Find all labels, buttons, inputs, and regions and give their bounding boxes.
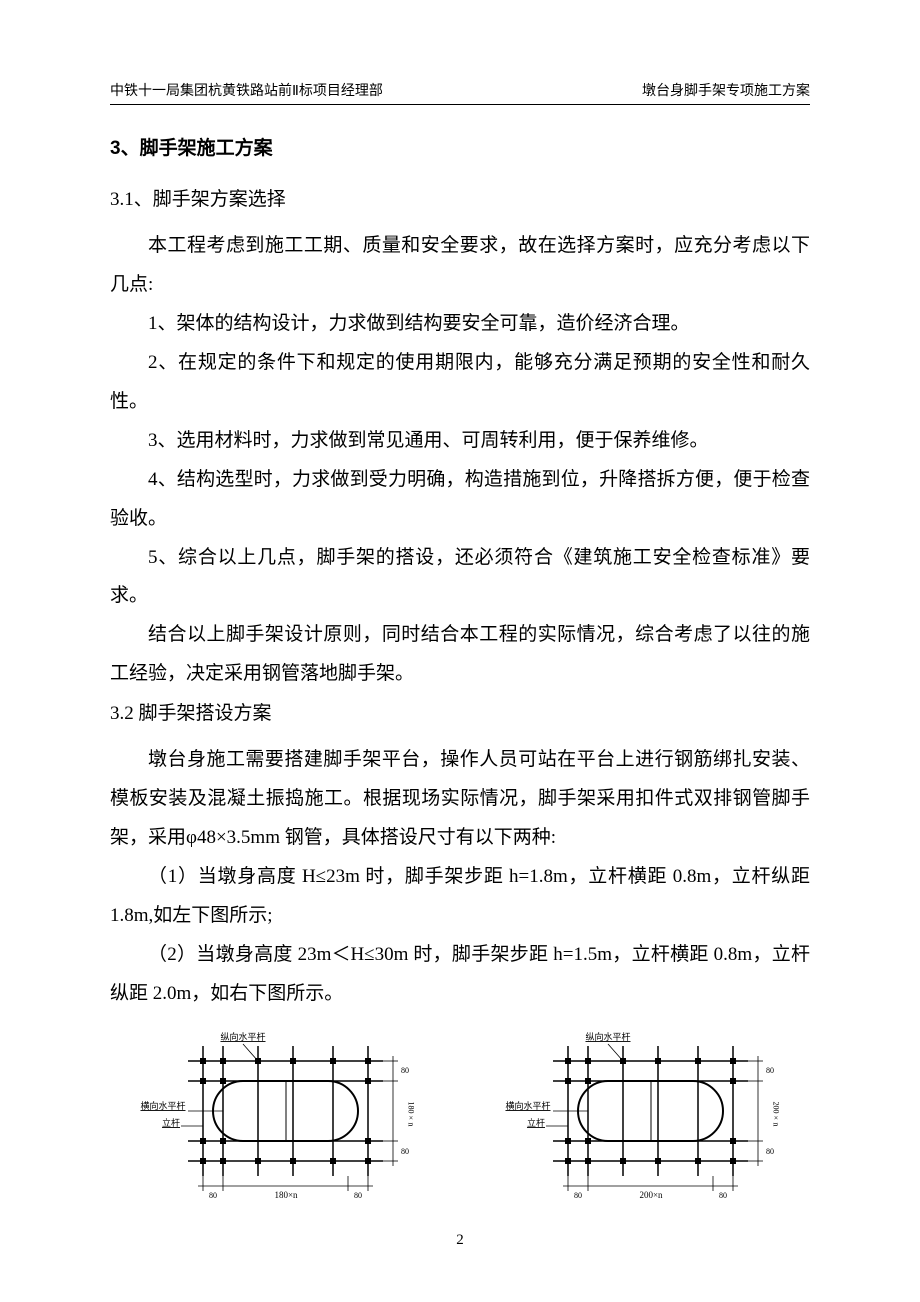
dim-rb-left: 80 bbox=[401, 1147, 409, 1156]
page-number: 2 bbox=[110, 1232, 810, 1249]
header-right: 墩台身脚手架专项施工方案 bbox=[642, 80, 810, 100]
diagram-right: 纵向水平杆 横向水平杆 立杆 80 200×n 80 bbox=[475, 1026, 810, 1216]
dim-br-right: 80 bbox=[719, 1191, 727, 1200]
page-container: 中铁十一局集团杭黄铁路站前Ⅱ标项目经理部 墩台身脚手架专项施工方案 3、脚手架施… bbox=[0, 0, 920, 1289]
dim-rm-left2: 180×n bbox=[406, 1101, 415, 1126]
para-3: 3、选用材料时，力求做到常见通用、可周转利用，便于保养维修。 bbox=[110, 422, 810, 461]
label-post-right: 立杆 bbox=[526, 1117, 544, 1128]
para-2: 2、在规定的条件下和规定的使用期限内，能够充分满足预期的安全性和耐久性。 bbox=[110, 344, 810, 422]
dim-rb-right: 80 bbox=[766, 1147, 774, 1156]
page-header: 中铁十一局集团杭黄铁路站前Ⅱ标项目经理部 墩台身脚手架专项施工方案 bbox=[110, 80, 810, 105]
dim-rm-right: 200×n bbox=[771, 1101, 780, 1126]
para-32-3: （2）当墩身高度 23m＜H≤30m 时，脚手架步距 h=1.5m，立杆横距 0… bbox=[110, 936, 810, 1014]
dim-rt-left: 80 bbox=[401, 1066, 409, 1075]
section-3-2-title: 3.2 脚手架搭设方案 bbox=[110, 698, 810, 725]
dim-bc-right: 200×n bbox=[639, 1190, 663, 1200]
para-1: 1、架体的结构设计，力求做到结构要安全可靠，造价经济合理。 bbox=[110, 305, 810, 344]
diagram-left: 纵向水平杆 横向水平杆 立杆 80 180×n 80 bbox=[110, 1026, 445, 1216]
section-3-title: 3、脚手架施工方案 bbox=[110, 133, 810, 160]
scaffold-plan-left-svg: 纵向水平杆 横向水平杆 立杆 80 180×n 80 bbox=[133, 1026, 423, 1216]
scaffold-plan-right-svg: 纵向水平杆 横向水平杆 立杆 80 200×n 80 bbox=[498, 1026, 788, 1216]
dim-bc-left: 180×n bbox=[274, 1190, 298, 1200]
para-5: 5、综合以上几点，脚手架的搭设，还必须符合《建筑施工安全检查标准》要求。 bbox=[110, 539, 810, 617]
para-4: 4、结构选型时，力求做到受力明确，构造措施到位，升降搭拆方便，便于检查验收。 bbox=[110, 461, 810, 539]
header-left: 中铁十一局集团杭黄铁路站前Ⅱ标项目经理部 bbox=[110, 80, 383, 100]
diagrams-row: 纵向水平杆 横向水平杆 立杆 80 180×n 80 bbox=[110, 1026, 810, 1216]
dim-br-left: 80 bbox=[354, 1191, 362, 1200]
label-top-right: 纵向水平杆 bbox=[585, 1031, 630, 1042]
dim-bl-right: 80 bbox=[574, 1191, 582, 1200]
label-post-left: 立杆 bbox=[161, 1117, 179, 1128]
label-mid-right: 横向水平杆 bbox=[505, 1100, 550, 1111]
para-32-1: 墩台身施工需要搭建脚手架平台，操作人员可站在平台上进行钢筋绑扎安装、模板安装及混… bbox=[110, 741, 810, 858]
para-conclusion: 结合以上脚手架设计原则，同时结合本工程的实际情况，综合考虑了以往的施工经验，决定… bbox=[110, 616, 810, 694]
dim-rt-right: 80 bbox=[766, 1066, 774, 1075]
label-mid-left: 横向水平杆 bbox=[140, 1100, 185, 1111]
label-top-left: 纵向水平杆 bbox=[220, 1031, 265, 1042]
section-3-1-title: 3.1、脚手架方案选择 bbox=[110, 184, 810, 211]
dim-bl-left: 80 bbox=[209, 1191, 217, 1200]
para-32-2: （1）当墩身高度 H≤23m 时，脚手架步距 h=1.8m，立杆横距 0.8m，… bbox=[110, 858, 810, 936]
para-intro: 本工程考虑到施工工期、质量和安全要求，故在选择方案时，应充分考虑以下几点: bbox=[110, 227, 810, 305]
